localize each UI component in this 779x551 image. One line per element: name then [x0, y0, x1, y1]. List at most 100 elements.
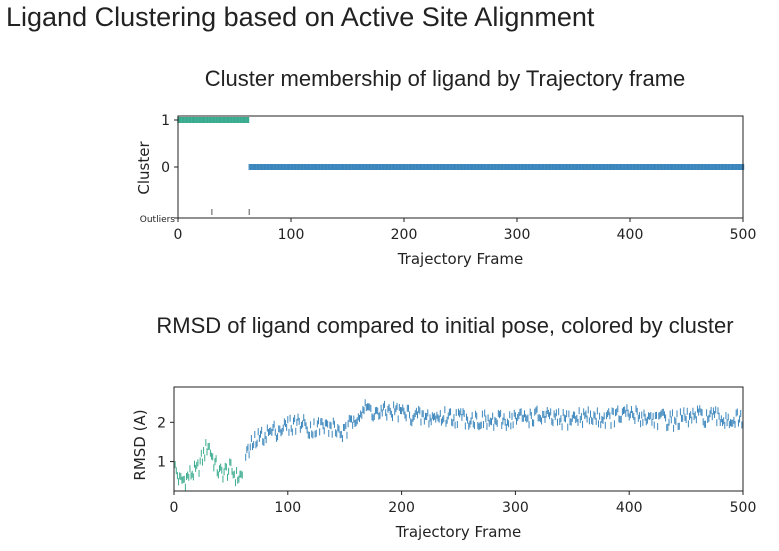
cluster-0-mark: [481, 164, 484, 170]
cluster-0-mark: [272, 164, 275, 170]
cluster-0-mark: [544, 164, 547, 170]
cluster-0-mark: [251, 164, 254, 170]
cluster-0-mark: [403, 164, 406, 170]
cluster-0-mark: [489, 164, 492, 170]
cluster-0-mark: [325, 164, 328, 170]
cluster-0-mark: [516, 164, 519, 170]
cluster-0-mark: [527, 164, 530, 170]
cluster-0-mark: [720, 164, 723, 170]
cluster-0-mark: [691, 164, 694, 170]
cluster-0-mark: [690, 164, 693, 170]
cluster-0-mark: [706, 164, 709, 170]
cluster-0-mark: [293, 164, 296, 170]
cluster-0-mark: [668, 164, 671, 170]
cluster-1-mark: [245, 117, 247, 123]
cluster-0-mark: [684, 164, 687, 170]
cluster-0-mark: [579, 164, 582, 170]
cluster-0-mark: [384, 164, 386, 170]
cluster-0-mark: [703, 164, 706, 170]
cluster-0-mark: [380, 164, 383, 170]
cluster-0-mark: [501, 164, 504, 170]
cluster-1-mark: [203, 117, 206, 123]
cluster-1-mark: [217, 117, 220, 123]
x-tick-label: 500: [730, 500, 757, 516]
cluster-0-mark: [568, 164, 571, 170]
rmsd-chart-title: RMSD of ligand compared to initial pose,…: [156, 313, 734, 338]
cluster-0-mark: [459, 164, 462, 170]
cluster-0-mark: [587, 164, 590, 170]
cluster-1-mark: [186, 117, 189, 123]
cluster-0-mark: [577, 164, 580, 170]
cluster-0-mark: [711, 164, 714, 170]
cluster-0-mark: [712, 164, 715, 170]
cluster-0-mark: [379, 164, 382, 170]
cluster-0-mark: [679, 164, 681, 170]
cluster-0-mark: [484, 164, 487, 170]
cluster-0-mark: [304, 164, 307, 170]
cluster-0-mark: [611, 164, 614, 170]
cluster-0-mark: [449, 164, 452, 170]
cluster-0-mark: [429, 164, 432, 170]
cluster-0-mark: [356, 164, 359, 170]
cluster-0-mark: [419, 164, 422, 170]
cluster-0-mark: [460, 164, 463, 170]
cluster-0-mark: [462, 164, 464, 170]
cluster-0-mark: [362, 164, 365, 170]
cluster-0-mark: [520, 164, 523, 170]
cluster-0-mark: [692, 164, 695, 170]
cluster-0-mark: [728, 164, 731, 170]
cluster-1-mark: [243, 117, 246, 123]
cluster-0-mark: [528, 164, 531, 170]
cluster-1-mark: [208, 117, 211, 123]
rmsd-chart-axes: 0 100 200 300 400 500 1 2: [157, 415, 756, 516]
cluster-1-mark: [236, 117, 238, 123]
cluster-0-mark: [425, 164, 428, 170]
cluster-0-mark: [543, 164, 546, 170]
cluster-0-mark: [675, 164, 678, 170]
cluster-0-mark: [260, 164, 263, 170]
cluster-0-mark: [280, 164, 283, 170]
cluster-0-mark: [271, 164, 273, 170]
cluster-0-mark: [616, 164, 619, 170]
x-tick-label: 100: [274, 500, 301, 516]
cluster-0-mark: [740, 164, 742, 170]
cluster-0-mark: [604, 164, 607, 170]
cluster-0-mark: [601, 164, 603, 170]
cluster-0-mark: [705, 164, 707, 170]
cluster-0-mark: [334, 164, 337, 170]
cluster-0-mark: [411, 164, 414, 170]
cluster-1-mark: [188, 117, 191, 123]
cluster-0-mark: [508, 164, 511, 170]
cluster-0-mark: [372, 164, 375, 170]
cluster-0-mark: [416, 164, 419, 170]
cluster-0-mark: [413, 164, 416, 170]
cluster-0-mark: [250, 164, 253, 170]
cluster-0-mark: [700, 164, 703, 170]
cluster-1-mark: [196, 117, 199, 123]
cluster-chart-title: Cluster membership of ligand by Trajecto…: [204, 66, 686, 91]
cluster-0-mark: [524, 164, 527, 170]
cluster-0-mark: [569, 164, 572, 170]
cluster-0-mark: [494, 164, 497, 170]
cluster-0-mark: [585, 164, 588, 170]
cluster-0-mark: [351, 164, 354, 170]
cluster-0-mark: [547, 164, 550, 170]
cluster-0-mark: [363, 164, 366, 170]
cluster-0-mark: [673, 164, 676, 170]
cluster-0-mark: [448, 164, 451, 170]
cluster-0-mark: [676, 164, 679, 170]
cluster-0-mark: [367, 164, 370, 170]
cluster-0-mark: [432, 164, 435, 170]
cluster-0-mark: [575, 164, 577, 170]
x-tick-label: 100: [278, 227, 305, 243]
cluster-0-mark: [514, 164, 516, 170]
cluster-0-mark: [422, 164, 425, 170]
cluster-0-mark: [573, 164, 576, 170]
cluster-0-mark: [438, 164, 441, 170]
cluster-0-mark: [485, 164, 488, 170]
cluster-0-mark: [307, 164, 310, 170]
cluster-0-mark: [370, 164, 373, 170]
cluster-0-mark: [343, 164, 346, 170]
cluster-0-mark: [634, 164, 637, 170]
cluster-0-mark: [586, 164, 589, 170]
